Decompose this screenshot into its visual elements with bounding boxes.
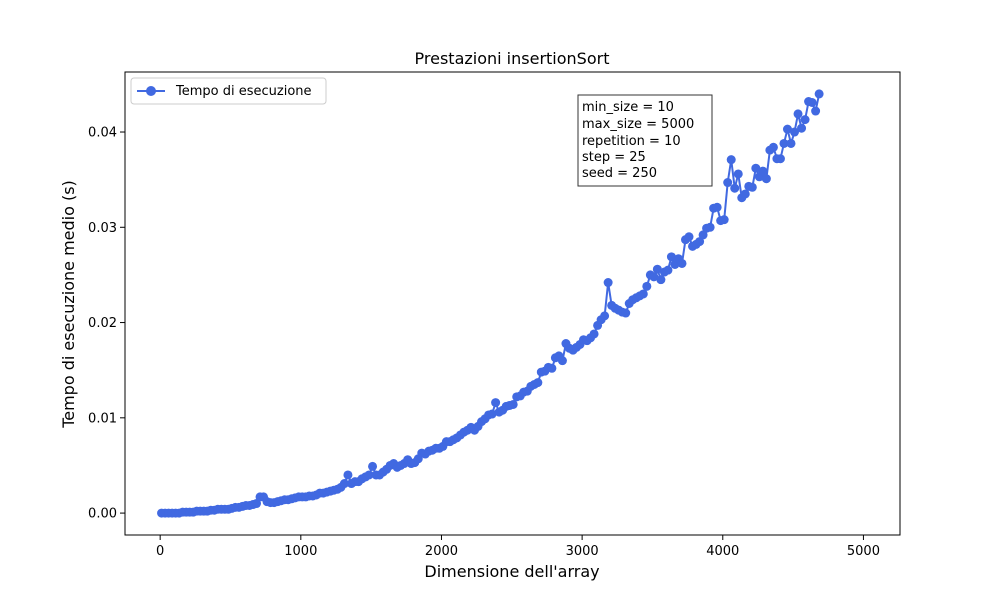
legend-label: Tempo di esecuzione <box>175 84 312 99</box>
data-point <box>712 202 722 212</box>
data-point <box>677 258 687 268</box>
y-tick-label: 0.00 <box>88 507 117 522</box>
info-box-frame <box>577 94 713 187</box>
data-point <box>698 230 708 240</box>
x-tick-label: 0 <box>156 544 164 559</box>
legend-marker <box>146 86 156 96</box>
data-point <box>663 265 673 275</box>
info-step: step = 25 <box>582 150 646 165</box>
x-tick-label: 4000 <box>706 544 739 559</box>
data-point <box>656 275 666 285</box>
legend: Tempo di esecuzione <box>130 77 327 105</box>
data-point <box>368 461 378 471</box>
data-point <box>758 166 768 176</box>
data-point <box>733 169 743 179</box>
y-axis-ticks: 0.00 0.01 0.02 0.03 0.04 <box>88 126 125 522</box>
data-point <box>652 264 662 274</box>
x-axis-ticks: 0 1000 2000 3000 4000 5000 <box>156 535 880 559</box>
data-point <box>782 124 792 134</box>
y-axis-label: Tempo di esecuzione medio (s) <box>59 180 78 429</box>
y-tick-label: 0.03 <box>88 221 117 236</box>
data-point <box>487 409 497 419</box>
data-point <box>343 470 353 480</box>
y-tick-label: 0.01 <box>88 411 117 426</box>
info-seed: seed = 250 <box>582 166 657 181</box>
data-point <box>800 115 810 125</box>
y-tick-label: 0.02 <box>88 316 117 331</box>
data-point <box>695 237 705 247</box>
data-point <box>761 174 771 184</box>
data-point <box>779 138 789 148</box>
data-point <box>547 363 557 373</box>
data-point <box>666 252 676 262</box>
data-point <box>603 278 613 288</box>
data-point <box>768 142 778 152</box>
info-box: min_size = 10 max_size = 5000 repetition… <box>577 94 713 187</box>
data-point <box>557 356 567 366</box>
info-repetition: repetition = 10 <box>582 134 681 149</box>
y-tick-label: 0.04 <box>88 126 117 141</box>
legend-frame <box>130 77 327 105</box>
data-point <box>642 281 652 291</box>
data-point <box>705 222 715 232</box>
data-point <box>252 499 262 509</box>
data-point <box>790 127 800 137</box>
plot-frame <box>124 71 901 536</box>
data-point <box>793 109 803 119</box>
data-point <box>364 470 374 480</box>
x-axis-label: Dimensione dell'array <box>424 562 599 581</box>
data-point <box>589 329 599 339</box>
data-point <box>508 399 518 409</box>
info-max-size: max_size = 5000 <box>582 117 694 132</box>
info-min-size: min_size = 10 <box>582 100 674 115</box>
data-point <box>649 272 659 282</box>
data-point <box>811 106 821 116</box>
x-tick-label: 5000 <box>847 544 880 559</box>
data-point <box>638 289 648 299</box>
data-point <box>730 183 740 193</box>
data-point <box>491 398 501 408</box>
data-point <box>740 189 750 199</box>
data-point <box>723 178 733 188</box>
data-point <box>775 154 785 164</box>
data-point <box>339 479 349 489</box>
data-point <box>621 308 631 318</box>
data-point <box>807 97 817 107</box>
data-point <box>751 163 761 173</box>
data-point <box>726 155 736 165</box>
data-point <box>747 182 757 192</box>
data-point <box>684 232 694 242</box>
series-layer <box>157 89 824 518</box>
data-point <box>786 138 796 148</box>
x-tick-label: 3000 <box>566 544 599 559</box>
data-point <box>719 215 729 225</box>
data-point <box>814 89 824 99</box>
data-point <box>797 123 807 133</box>
x-tick-label: 2000 <box>425 544 458 559</box>
data-point <box>600 311 610 321</box>
x-tick-label: 1000 <box>284 544 317 559</box>
data-point <box>533 378 543 388</box>
chart-title: Prestazioni insertionSort <box>415 49 610 68</box>
